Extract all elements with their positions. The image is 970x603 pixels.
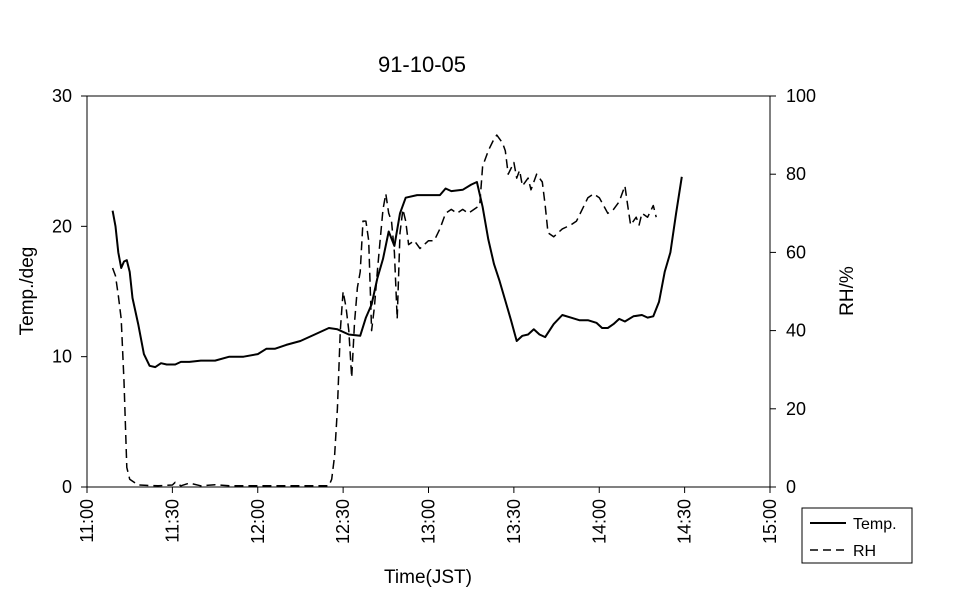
y-axis-left: 0 10 20 30 <box>52 86 87 497</box>
y-right-tick-label: 80 <box>786 164 806 184</box>
chart-title: 91-10-05 <box>378 52 466 77</box>
y-left-tick-label: 20 <box>52 216 72 236</box>
y-right-tick-label: 60 <box>786 242 806 262</box>
y-right-tick-label: 20 <box>786 399 806 419</box>
x-tick-label: 14:30 <box>675 499 695 544</box>
y-right-tick-label: 40 <box>786 321 806 341</box>
y-right-tick-label: 100 <box>786 86 816 106</box>
x-tick-label: 13:30 <box>504 499 524 544</box>
x-tick-label: 14:00 <box>589 499 609 544</box>
x-tick-label: 12:00 <box>248 499 268 544</box>
legend-box <box>801 507 913 564</box>
x-tick-label: 15:00 <box>760 499 780 544</box>
x-tick-label: 11:00 <box>77 499 97 543</box>
x-tick-label: 11:30 <box>162 499 182 543</box>
y-axis-right: 0 20 40 60 80 100 <box>770 86 816 497</box>
series-line-rh <box>111 134 657 487</box>
x-axis-label: Time(JST) <box>384 567 472 588</box>
y-left-tick-label: 30 <box>52 86 72 106</box>
legend-label-temp: Temp. <box>853 516 897 533</box>
plot-area <box>86 95 771 488</box>
y-left-tick-label: 0 <box>62 477 72 497</box>
x-tick-label: 13:00 <box>419 499 439 544</box>
x-axis: 11:00 11:30 12:00 12:30 13:00 13:30 14:00 14:30… <box>77 487 780 544</box>
legend-label-rh: RH <box>853 543 876 560</box>
series-line-temp <box>111 176 683 369</box>
legend: Temp. RH <box>801 507 913 564</box>
y-left-tick-label: 10 <box>52 347 72 367</box>
x-tick-label: 12:30 <box>333 499 353 544</box>
y-axis-right-label: RH/% <box>837 266 858 316</box>
series-layer <box>111 134 683 487</box>
y-axis-left-label: Temp./deg <box>17 247 38 336</box>
y-right-tick-label: 0 <box>786 477 796 497</box>
